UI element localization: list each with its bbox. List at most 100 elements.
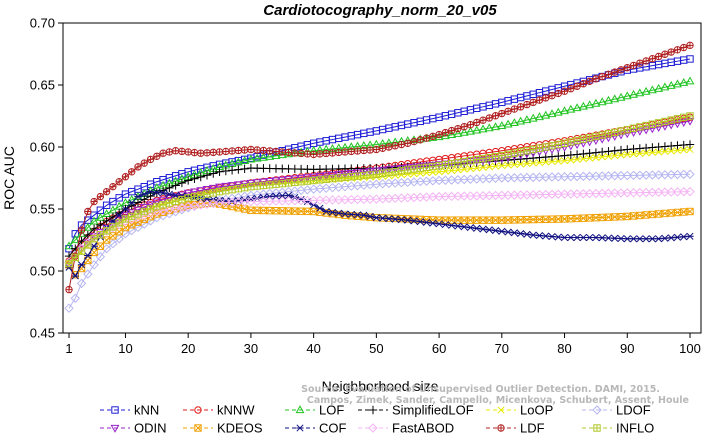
data-point-lof [597, 97, 607, 106]
data-point-ldf [648, 55, 657, 63]
legend-label: SimplifiedLOF [392, 403, 474, 418]
data-point-cof [77, 261, 86, 269]
data-point-ldf [404, 139, 412, 147]
data-point-simplifiedlof [572, 150, 582, 159]
data-point-loop [673, 146, 682, 155]
data-point-fastabod [258, 196, 269, 207]
data-point-cof [441, 221, 450, 229]
x-axis-label: Neighborhood size [322, 378, 439, 394]
data-point-ldf [360, 146, 368, 155]
data-point-ldf [579, 80, 588, 88]
data-point-ldof [528, 172, 538, 183]
data-point-inflo [328, 174, 337, 183]
data-point-fastabod [603, 188, 614, 198]
data-point-ldf [567, 85, 575, 93]
data-point-loop [617, 151, 625, 159]
data-point-cof [542, 232, 550, 240]
data-point-cof [629, 235, 638, 243]
data-point-ldf [429, 132, 437, 141]
data-point-cof [592, 233, 600, 242]
data-point-cof [454, 222, 462, 230]
data-point-lof [265, 151, 275, 160]
data-point-ldof [603, 171, 614, 181]
data-point-loop [636, 149, 644, 158]
data-point-lof [472, 125, 482, 134]
data-point-simplifiedlof [591, 148, 601, 157]
data-point-ldf [341, 148, 349, 156]
data-point-cof [416, 218, 424, 226]
data-point-odin [164, 194, 174, 203]
data-point-loop [686, 145, 694, 154]
data-point-ldf [291, 149, 299, 157]
data-point-fastabod [365, 194, 375, 204]
data-point-cof [140, 190, 148, 198]
data-point-ldf [422, 134, 431, 142]
data-point-loop [529, 159, 537, 167]
data-point-lof [465, 126, 475, 135]
data-point-odin [227, 182, 237, 191]
data-point-lof [585, 100, 595, 109]
data-point-loop [404, 170, 412, 178]
data-point-fastabod [547, 189, 557, 200]
x-tick-label: 60 [432, 341, 446, 356]
data-point-ldf [159, 149, 167, 157]
data-point-odin [415, 163, 425, 172]
data-point-ldf [372, 145, 381, 154]
data-point-loop [479, 163, 487, 172]
series-inflo [65, 112, 694, 268]
y-tick-label: 0.50 [30, 264, 55, 279]
data-point-cof [404, 216, 412, 224]
data-point-cof [253, 194, 261, 202]
data-point-lof [453, 128, 463, 137]
data-point-cof [573, 233, 581, 242]
data-point-cof [410, 217, 418, 225]
data-point-ldof [497, 173, 507, 183]
data-point-loop [517, 160, 525, 168]
data-point-inflo [579, 135, 588, 143]
legend-item-odin: ODIN [100, 421, 167, 434]
legend-label: kNN [134, 403, 159, 418]
data-point-simplifiedlof [579, 149, 588, 159]
data-point-ldf [604, 70, 613, 79]
data-point-simplifiedlof [240, 164, 249, 174]
data-point-loop [655, 148, 663, 156]
data-point-lof [528, 113, 538, 122]
data-point-ldf [322, 149, 330, 158]
data-point-ldf [554, 89, 562, 98]
data-point-cof [146, 188, 155, 196]
data-point-ldf [592, 75, 600, 83]
data-point-ldof [522, 172, 532, 183]
data-point-ldf [416, 136, 424, 144]
data-point-lof [95, 212, 105, 221]
data-point-cof [510, 229, 519, 237]
data-point-ldf [447, 126, 456, 135]
data-point-lof [534, 112, 544, 121]
data-point-inflo [65, 259, 73, 268]
data-point-inflo [77, 247, 86, 255]
watermark-line-1: Source: Evaluation of Unsupervised Outli… [301, 384, 660, 395]
data-point-loop [567, 156, 575, 164]
data-point-fastabod [327, 195, 338, 205]
data-point-ldf [203, 149, 211, 157]
legend-item-cof: COF [285, 421, 347, 434]
data-point-lof [258, 152, 268, 161]
legend-label: LOF [319, 403, 344, 418]
data-point-loop [579, 155, 587, 163]
legend-swatch-marker [295, 405, 305, 414]
data-point-cof [617, 234, 625, 243]
data-point-inflo [96, 231, 105, 239]
data-point-ldf [215, 148, 224, 156]
data-point-cof [165, 190, 174, 198]
data-point-fastabod [534, 189, 545, 200]
data-point-cof [115, 211, 123, 219]
data-point-fastabod [302, 195, 313, 206]
data-point-lof [560, 106, 570, 115]
data-point-fastabod [453, 191, 463, 201]
data-point-cof [84, 251, 92, 260]
data-point-cof [642, 235, 650, 243]
data-point-simplifiedlof [610, 146, 619, 155]
data-point-loop [548, 158, 556, 166]
data-point-loop [397, 171, 406, 179]
legend-swatch-marker [368, 423, 378, 433]
data-point-cof [284, 191, 293, 199]
